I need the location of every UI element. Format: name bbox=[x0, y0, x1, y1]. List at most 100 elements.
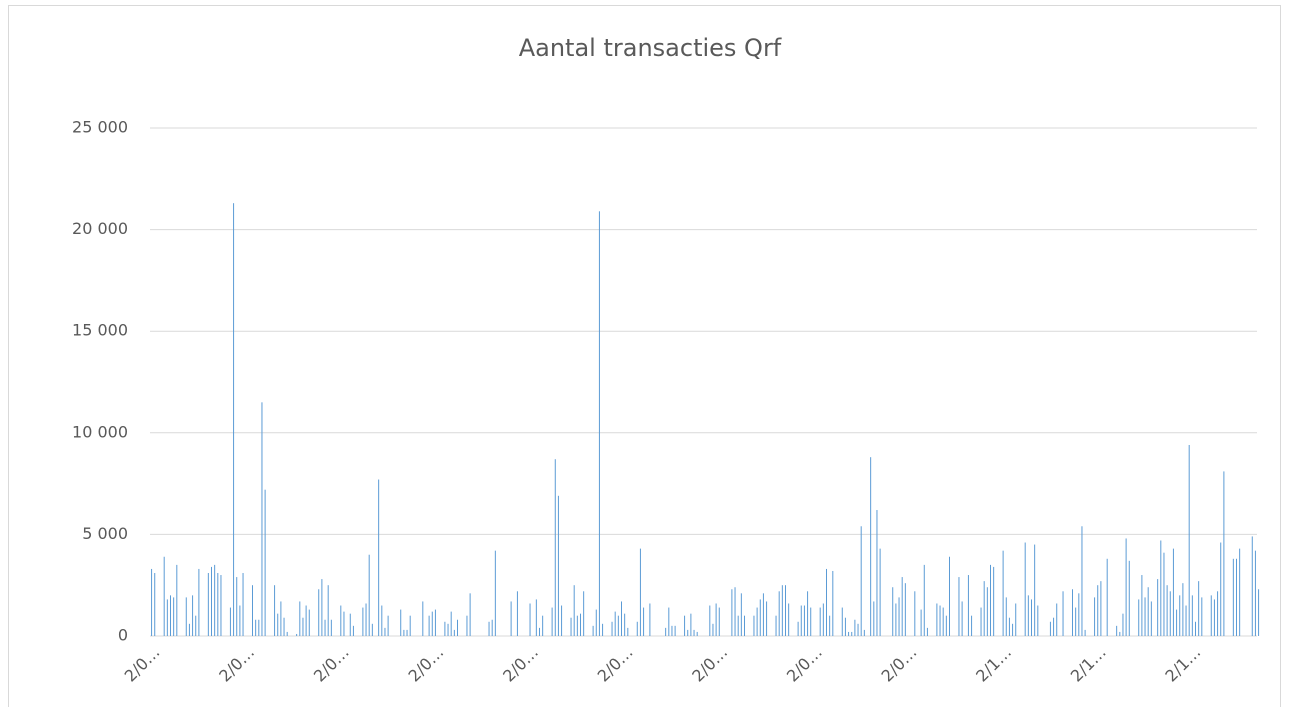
y-tick-label: 5 000 bbox=[82, 524, 128, 543]
bar bbox=[826, 568, 827, 636]
y-tick-label: 20 000 bbox=[72, 219, 128, 238]
bar bbox=[466, 615, 468, 636]
bar bbox=[239, 605, 241, 636]
bar bbox=[450, 611, 452, 636]
bar bbox=[321, 579, 323, 636]
bar bbox=[914, 591, 916, 636]
bar bbox=[860, 526, 862, 636]
bar bbox=[766, 601, 768, 636]
bar bbox=[693, 629, 695, 636]
bar bbox=[614, 611, 616, 636]
bar bbox=[636, 621, 638, 636]
bar bbox=[718, 607, 720, 636]
bar bbox=[277, 613, 279, 636]
bar bbox=[819, 607, 821, 636]
bar bbox=[195, 615, 197, 636]
bar bbox=[803, 605, 805, 636]
bar bbox=[785, 585, 786, 636]
bar bbox=[349, 613, 351, 636]
bar bbox=[942, 607, 944, 636]
bar bbox=[602, 623, 604, 636]
bar bbox=[1027, 595, 1029, 636]
bar bbox=[252, 585, 253, 636]
bar bbox=[980, 607, 982, 636]
bar bbox=[854, 619, 856, 636]
bar bbox=[904, 583, 906, 636]
bar bbox=[936, 603, 938, 636]
bar bbox=[1005, 597, 1007, 636]
bar bbox=[371, 623, 373, 636]
bar bbox=[1210, 595, 1212, 636]
bar bbox=[958, 577, 960, 636]
bar bbox=[671, 625, 673, 636]
bar bbox=[1138, 599, 1140, 636]
bar bbox=[365, 603, 367, 636]
bar bbox=[800, 605, 802, 636]
bar bbox=[488, 621, 490, 636]
bar bbox=[561, 605, 563, 636]
bar bbox=[879, 548, 881, 636]
bar bbox=[299, 601, 301, 636]
bar bbox=[207, 573, 209, 636]
bar bbox=[715, 603, 717, 636]
bar bbox=[598, 211, 600, 636]
bar bbox=[986, 587, 988, 636]
bar bbox=[1128, 560, 1130, 636]
bar bbox=[428, 615, 430, 636]
bar bbox=[274, 585, 276, 636]
bar bbox=[863, 629, 865, 636]
bar bbox=[617, 615, 619, 636]
bar bbox=[844, 617, 846, 636]
bar bbox=[592, 625, 594, 636]
bar bbox=[734, 587, 736, 636]
bar bbox=[851, 631, 853, 636]
bar bbox=[684, 615, 686, 636]
bar bbox=[1239, 548, 1241, 636]
bar bbox=[1084, 629, 1086, 636]
bar bbox=[1034, 544, 1036, 636]
bar bbox=[236, 577, 238, 636]
bar bbox=[810, 607, 812, 636]
bar bbox=[1106, 558, 1108, 636]
bar bbox=[1217, 591, 1219, 636]
bar bbox=[1119, 631, 1121, 636]
bar bbox=[318, 589, 320, 636]
bar bbox=[173, 597, 175, 636]
bar bbox=[255, 619, 257, 636]
bar bbox=[857, 623, 859, 636]
bar bbox=[731, 589, 733, 636]
bar bbox=[848, 631, 850, 636]
bar bbox=[1097, 585, 1099, 636]
bar bbox=[967, 575, 969, 636]
bar bbox=[431, 611, 433, 636]
bar bbox=[759, 599, 761, 636]
bar bbox=[639, 548, 641, 636]
bar bbox=[971, 615, 973, 636]
bar bbox=[898, 597, 900, 636]
bar bbox=[740, 593, 742, 636]
bar bbox=[1195, 621, 1196, 636]
bar bbox=[1056, 603, 1058, 636]
bar bbox=[384, 627, 386, 636]
bar bbox=[381, 605, 383, 636]
y-tick-label: 25 000 bbox=[72, 118, 128, 137]
bar bbox=[539, 627, 540, 636]
bar bbox=[1223, 471, 1225, 636]
bar bbox=[1176, 609, 1178, 636]
bar bbox=[621, 601, 622, 636]
bar bbox=[1078, 593, 1080, 636]
bar bbox=[170, 595, 171, 636]
bar bbox=[797, 621, 799, 636]
bar bbox=[696, 631, 698, 636]
bar bbox=[1251, 536, 1253, 636]
bar bbox=[198, 568, 200, 636]
bar bbox=[400, 609, 402, 636]
bar bbox=[151, 568, 153, 636]
bar bbox=[775, 615, 777, 636]
bar bbox=[788, 603, 790, 636]
bar bbox=[1172, 548, 1174, 636]
bar bbox=[535, 599, 537, 636]
bar bbox=[611, 621, 613, 636]
bar bbox=[1258, 589, 1260, 636]
